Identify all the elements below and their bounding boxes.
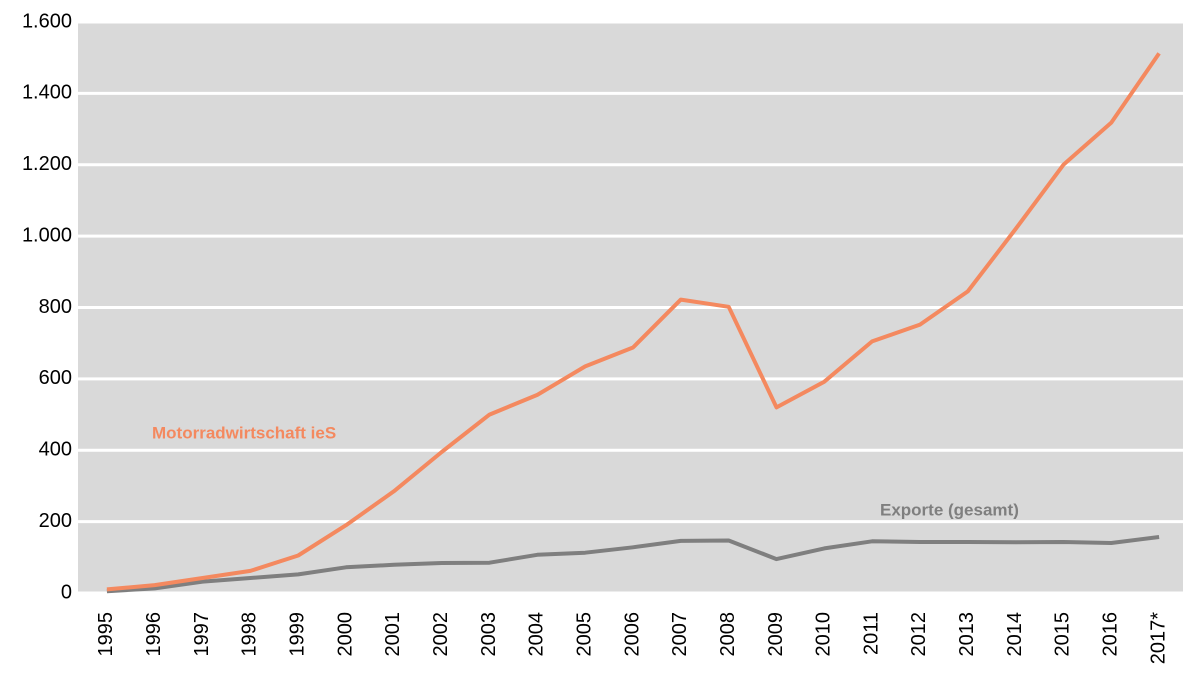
- x-tick-label: 1998: [239, 612, 261, 657]
- x-tick-label: 2000: [334, 612, 356, 657]
- x-tick-label: 2014: [1004, 612, 1026, 657]
- series-line: [106, 52, 1161, 592]
- x-tick-label: 2003: [478, 612, 500, 657]
- x-tick-label: 2016: [1100, 612, 1122, 657]
- x-tick-label: 2010: [813, 612, 835, 657]
- x-tick-label: 2013: [956, 612, 978, 657]
- y-tick-label: 200: [39, 510, 72, 532]
- x-tick-label: 2017*: [1147, 612, 1169, 664]
- x-tick-label: 2008: [717, 612, 739, 657]
- series-label: Exporte (gesamt): [880, 500, 1019, 519]
- x-tick-label: 2001: [382, 612, 404, 657]
- x-tick-label: 2004: [526, 612, 548, 657]
- y-tick-label: 600: [39, 367, 72, 389]
- y-tick-label: 400: [39, 439, 72, 461]
- x-tick-label: 1999: [286, 612, 308, 657]
- x-tick-label: 1996: [143, 612, 165, 657]
- x-tick-label: 2005: [573, 612, 595, 657]
- series-line: [106, 535, 1160, 594]
- series-label: Motorradwirtschaft ieS: [152, 423, 336, 442]
- y-tick-label: 1.400: [22, 82, 72, 104]
- x-tick-label: 2002: [430, 612, 452, 657]
- x-tick-label: 2009: [765, 612, 787, 657]
- x-tick-label: 2012: [908, 612, 930, 657]
- y-tick-label: 1.000: [22, 224, 72, 246]
- x-tick-label: 2006: [621, 612, 643, 657]
- x-tick-label: 1995: [95, 612, 117, 657]
- x-tick-label: 2007: [669, 612, 691, 657]
- x-tick-label: 2015: [1052, 612, 1074, 657]
- x-tick-label: 2011: [860, 612, 882, 655]
- y-tick-label: 800: [39, 296, 72, 318]
- y-tick-label: 1.200: [22, 153, 72, 175]
- y-tick-label: 1.600: [22, 10, 72, 32]
- x-tick-label: 1997: [191, 612, 213, 657]
- y-tick-label: 0: [61, 581, 72, 603]
